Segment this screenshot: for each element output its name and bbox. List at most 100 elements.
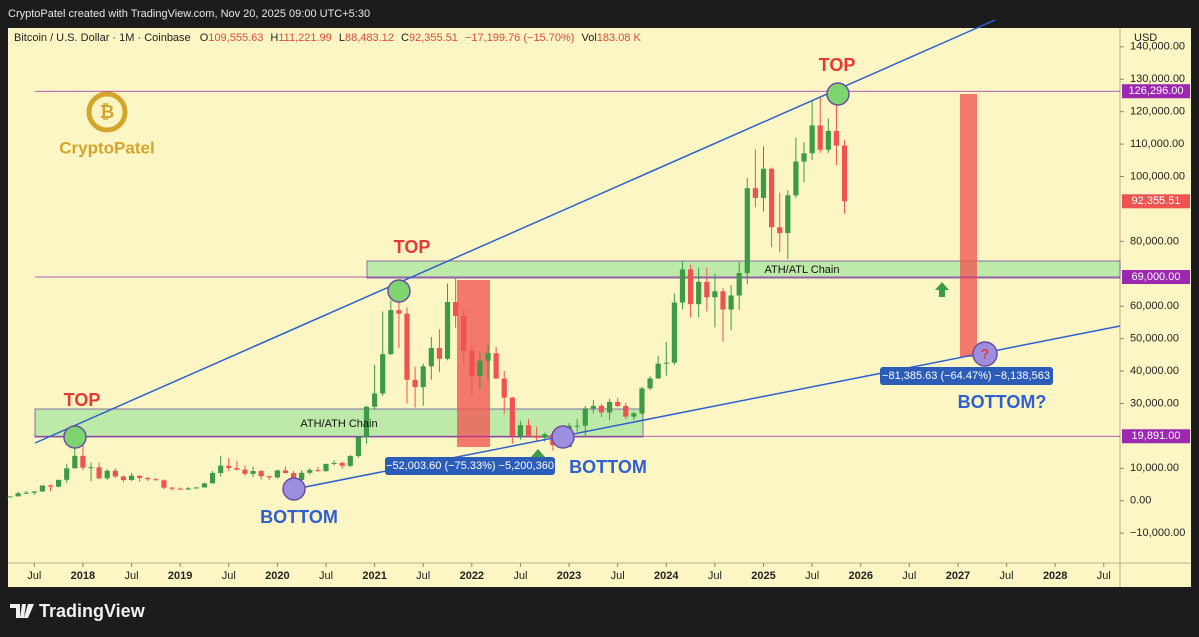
legend-value: 88,483.12 (345, 32, 394, 44)
symbol: Bitcoin / U.S. Dollar · 1M · Coinbase (14, 32, 191, 44)
candle-body (420, 366, 426, 388)
candle-body (477, 360, 483, 376)
footer: TradingView (10, 601, 146, 621)
zone (34, 408, 644, 438)
candle-body (647, 378, 653, 389)
bottom-label: BOTTOM? (958, 392, 1047, 412)
candle-body (704, 281, 710, 298)
top-label: TOP (64, 390, 101, 410)
candle-body (736, 273, 742, 296)
candle-body (274, 470, 280, 478)
candle-body (769, 168, 775, 228)
candle-body (290, 473, 297, 480)
legend-change: −17,199.76 (−15.70%) (465, 32, 574, 44)
legend-value: 111,221.99 (278, 32, 331, 44)
candle-body (833, 130, 840, 146)
y-tick-label: 130,000.00 (1130, 73, 1185, 85)
arrow (935, 282, 949, 297)
candle-body (307, 470, 313, 473)
candle-body (137, 475, 143, 478)
candle-body (728, 295, 734, 310)
candle-body (793, 161, 799, 196)
candle-body (534, 435, 540, 438)
candle-body (64, 468, 70, 480)
candle-body (153, 479, 159, 481)
candle-body (663, 362, 669, 364)
candle-body (623, 405, 629, 417)
zone-label: ATH/ATL Chain (765, 264, 840, 276)
legend-key: O (200, 32, 209, 44)
x-tick-label: 2026 (848, 570, 872, 582)
candle-body (323, 463, 329, 472)
candle-body (655, 363, 661, 379)
candle-body (453, 301, 459, 316)
candle-body (785, 195, 791, 234)
candle-body (201, 483, 208, 488)
zone (366, 260, 1121, 279)
candle-body (817, 125, 823, 150)
candle-body (96, 467, 102, 479)
candle-body (639, 388, 645, 414)
x-tick-label: 2024 (654, 570, 679, 582)
logo-mark: ₿ (100, 102, 115, 122)
candle-body (712, 291, 718, 298)
top-label: TOP (394, 237, 431, 257)
candle-body (15, 493, 21, 497)
candle-body (355, 436, 361, 456)
logo-ring (86, 91, 128, 133)
top-marker (63, 425, 87, 449)
x-tick-label: 2027 (946, 570, 970, 582)
x-tick-label: 2021 (362, 570, 386, 582)
candle-body (193, 487, 199, 489)
candle-body (615, 401, 621, 406)
bottom-marker (972, 341, 998, 367)
candle-body (339, 462, 345, 466)
candle-body (128, 475, 135, 481)
price-label-box (1122, 270, 1190, 285)
candle-body (590, 405, 596, 409)
drawdown-bar (960, 94, 977, 357)
price-label-box (1122, 194, 1190, 209)
x-tick-label: Jul (125, 570, 139, 582)
y-tick-label: 30,000.00 (1130, 397, 1179, 409)
candle-body (56, 479, 62, 487)
measure-label: −81,385.63 (−64.47%) −8,138,563 (882, 370, 1050, 382)
legend-key: C (401, 32, 409, 44)
candle-body (169, 487, 175, 489)
candle-body (469, 350, 475, 376)
legend-value: 109,555.63 (208, 32, 263, 44)
plot (7, 90, 1121, 498)
price-label-box (1122, 429, 1190, 444)
candle-body (218, 465, 224, 473)
candle-body (88, 467, 94, 469)
chart-pane (8, 28, 1191, 587)
x-tick-label: 2022 (460, 570, 484, 582)
measure-label: −52,003.60 (−75.33%) −5,200,360 (386, 460, 554, 472)
candle-body (744, 188, 750, 274)
arrow (531, 449, 545, 463)
candle-body (428, 348, 434, 367)
x-tick-label: 2020 (265, 570, 289, 582)
price-label: 69,000.00 (1132, 271, 1181, 283)
candle-body (404, 313, 410, 380)
candle-body (801, 153, 807, 162)
candle-body (72, 455, 78, 469)
candle-body (250, 471, 256, 474)
x-tick-label: Jul (708, 570, 722, 582)
candle-body (436, 348, 443, 359)
candle-body (31, 491, 37, 493)
y-tick-label: 140,000.00 (1130, 41, 1185, 53)
candle-body (39, 485, 46, 492)
candle-body (177, 488, 183, 490)
legend-line: Bitcoin / U.S. Dollar · 1M · Coinbase O1… (14, 32, 641, 44)
candle-body (234, 468, 240, 470)
candle-body (363, 406, 370, 437)
footer-brand: TradingView (39, 601, 146, 621)
y-tick-label: 110,000.00 (1130, 138, 1184, 150)
y-tick-label: −10,000.00 (1130, 527, 1185, 539)
candle-body (266, 476, 272, 478)
candle-body (209, 472, 216, 484)
candle-body (120, 476, 127, 481)
price-label: 92,355.51 (1132, 195, 1181, 207)
candle-body (104, 470, 110, 479)
